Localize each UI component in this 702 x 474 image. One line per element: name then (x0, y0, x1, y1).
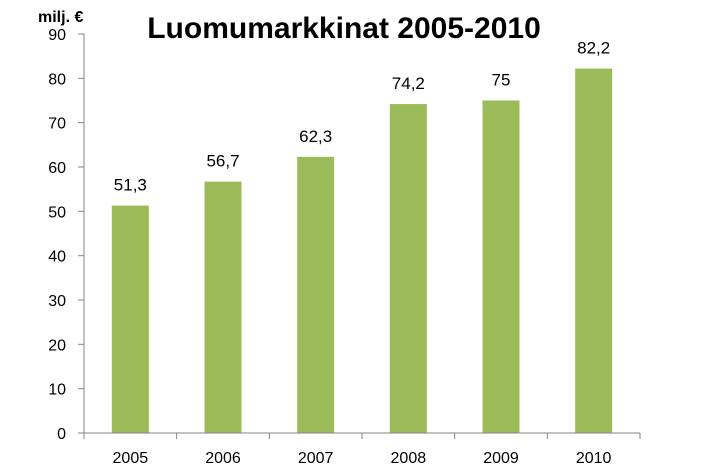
x-axis-ticks: 2005 2006 2007 2008 2009 2010 (113, 450, 612, 467)
y-tick-label: 10 (48, 382, 66, 399)
x-tick-label: 2010 (576, 450, 612, 467)
y-tick-label: 70 (48, 116, 66, 133)
data-label: 74,2 (392, 74, 425, 93)
y-tick-label: 80 (48, 71, 66, 88)
y-axis-ticks: 0 10 20 30 40 50 60 70 80 90 (48, 27, 66, 443)
y-tick-label: 30 (48, 293, 66, 310)
bar-2006 (204, 181, 242, 433)
bar-2009 (482, 100, 520, 433)
x-tick-label: 2007 (298, 450, 334, 467)
y-tick-label: 20 (48, 337, 66, 354)
y-tick-label: 40 (48, 249, 66, 266)
y-tick-label: 90 (48, 27, 66, 44)
data-label: 56,7 (206, 152, 239, 171)
data-label: 51,3 (114, 176, 147, 195)
y-axis-unit-label: milj. € (38, 9, 83, 26)
data-label: 62,3 (299, 127, 332, 146)
y-tick-label: 60 (48, 160, 66, 177)
bars (111, 68, 613, 434)
data-label: 82,2 (577, 39, 610, 58)
bar-2010 (575, 68, 613, 433)
x-tick-label: 2009 (483, 450, 519, 467)
x-tick-label: 2006 (205, 450, 241, 467)
y-tick-label: 0 (57, 426, 66, 443)
y-tick-label: 50 (48, 204, 66, 221)
bar-2005 (111, 205, 149, 433)
chart-title: Luomumarkkinat 2005-2010 (147, 12, 541, 45)
axes (78, 33, 641, 439)
bar-2008 (389, 104, 427, 434)
x-tick-label: 2008 (391, 450, 427, 467)
data-labels: 51,3 56,7 62,3 74,2 75 82,2 (114, 39, 610, 195)
bar-2007 (297, 156, 335, 433)
x-tick-label: 2005 (113, 450, 149, 467)
data-label: 75 (492, 71, 511, 90)
